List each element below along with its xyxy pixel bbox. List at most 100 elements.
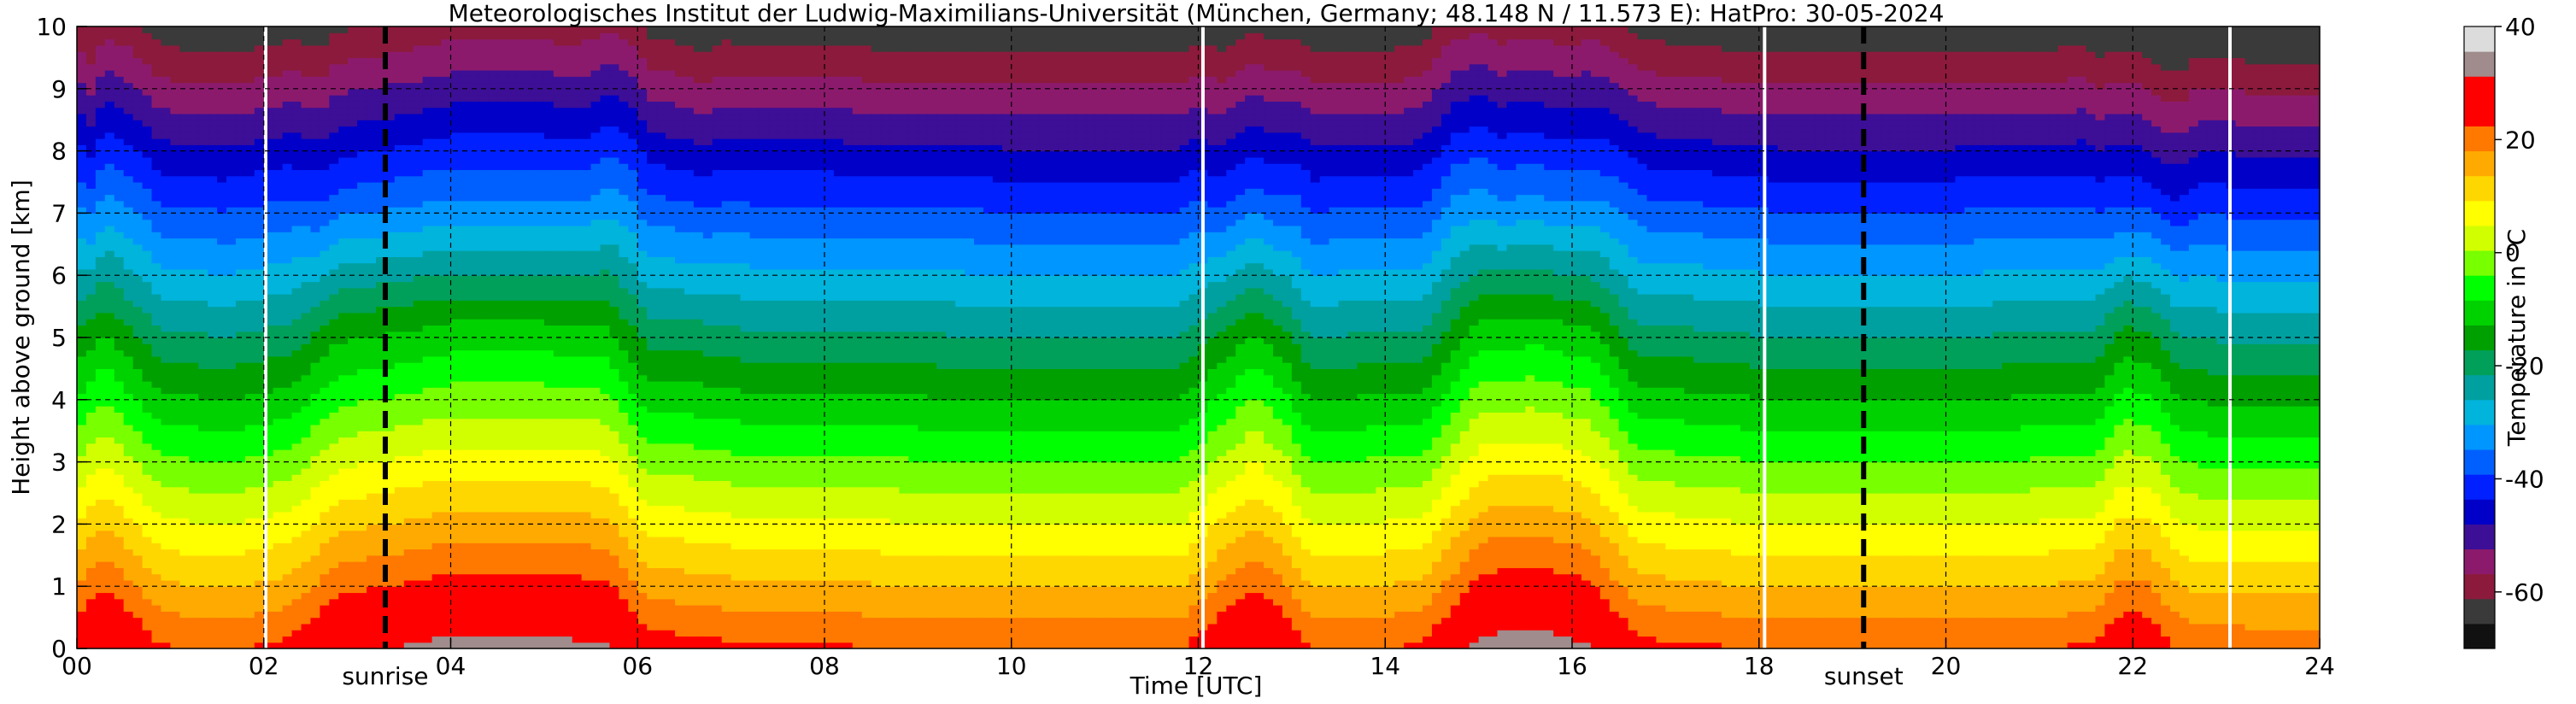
heat-cell xyxy=(310,449,320,456)
heat-cell xyxy=(357,238,367,245)
heat-cell xyxy=(254,406,265,413)
heat-cell xyxy=(534,294,545,301)
heat-cell xyxy=(516,431,526,438)
heat-cell xyxy=(507,561,517,568)
heat-cell xyxy=(291,480,302,488)
heat-cell xyxy=(422,256,433,264)
heat-cell xyxy=(469,380,479,388)
heat-cell xyxy=(310,343,320,351)
heat-cell xyxy=(142,232,153,239)
heat-cell xyxy=(441,455,452,463)
heat-cell xyxy=(497,418,508,425)
heat-cell xyxy=(320,306,330,314)
heat-cell xyxy=(208,144,218,152)
heat-cell xyxy=(151,455,162,463)
heat-cell xyxy=(208,536,218,543)
heat-cell xyxy=(291,486,302,494)
heat-cell xyxy=(348,399,358,407)
heat-cell xyxy=(104,349,115,357)
heat-cell xyxy=(132,605,144,612)
heat-cell xyxy=(123,399,134,407)
heat-cell xyxy=(422,567,433,575)
heat-cell xyxy=(142,554,153,562)
heat-cell xyxy=(85,300,97,308)
heat-cell xyxy=(413,200,424,208)
heat-cell xyxy=(394,399,405,407)
heat-cell xyxy=(189,524,199,531)
heat-cell xyxy=(376,132,386,139)
heat-cell xyxy=(179,343,190,351)
heat-cell xyxy=(367,113,377,120)
heat-cell xyxy=(151,598,162,606)
heat-cell xyxy=(123,530,134,537)
heat-cell xyxy=(534,349,545,357)
heat-cell xyxy=(132,362,144,369)
heat-cell xyxy=(170,26,180,33)
heat-cell xyxy=(170,536,180,543)
heat-cell xyxy=(179,268,190,276)
heat-cell xyxy=(450,150,461,158)
heat-cell xyxy=(291,592,302,600)
heat-cell xyxy=(123,132,134,139)
heat-cell xyxy=(217,268,227,276)
heat-cell xyxy=(357,499,367,507)
heat-cell xyxy=(77,163,87,171)
heat-cell xyxy=(254,424,265,431)
heat-cell xyxy=(273,63,284,71)
heat-cell xyxy=(282,132,293,139)
heat-cell xyxy=(525,443,536,450)
heat-cell xyxy=(161,387,171,395)
heat-cell xyxy=(151,150,162,158)
heat-cell xyxy=(198,32,208,40)
heat-cell xyxy=(441,194,452,202)
heat-cell xyxy=(198,561,208,568)
heat-cell xyxy=(320,95,330,102)
heat-cell xyxy=(226,380,237,388)
heat-cell xyxy=(170,493,180,500)
heat-cell xyxy=(142,300,153,308)
heat-cell xyxy=(320,611,330,619)
heat-cell xyxy=(104,511,115,519)
heat-cell xyxy=(357,57,367,65)
heat-cell xyxy=(77,200,87,208)
heat-cell xyxy=(85,275,97,283)
heat-cell xyxy=(384,306,396,314)
heat-cell xyxy=(301,431,312,438)
heat-cell xyxy=(95,412,106,419)
heat-cell xyxy=(525,455,536,463)
heat-cell xyxy=(95,630,106,637)
heat-cell xyxy=(273,188,284,196)
heat-cell xyxy=(170,38,180,46)
heat-cell xyxy=(460,188,470,196)
heat-cell xyxy=(282,636,293,643)
heat-cell xyxy=(208,455,218,463)
heat-cell xyxy=(95,642,106,648)
heat-cell xyxy=(422,636,433,643)
heat-cell xyxy=(244,26,255,33)
heat-cell xyxy=(123,586,134,594)
heat-cell xyxy=(441,144,452,152)
heat-cell xyxy=(367,617,377,625)
heat-cell xyxy=(151,113,162,120)
heat-cell xyxy=(376,138,386,145)
heat-cell xyxy=(460,362,470,369)
heat-cell xyxy=(123,144,134,152)
heat-cell xyxy=(413,586,424,594)
heat-cell xyxy=(123,493,134,500)
heat-cell xyxy=(310,262,320,270)
heat-cell xyxy=(367,275,377,283)
heat-cell xyxy=(179,69,190,77)
heat-cell xyxy=(301,63,312,71)
heat-cell xyxy=(208,530,218,537)
heat-cell xyxy=(291,418,302,425)
heat-cell xyxy=(394,63,405,71)
heat-cell xyxy=(273,163,284,171)
heat-cell xyxy=(460,200,470,208)
heat-cell xyxy=(469,144,479,152)
heat-cell xyxy=(244,194,255,202)
heat-cell xyxy=(441,256,452,264)
heat-cell xyxy=(77,82,87,90)
heat-cell xyxy=(367,120,377,127)
heat-cell xyxy=(320,232,330,239)
heat-cell xyxy=(198,107,208,114)
